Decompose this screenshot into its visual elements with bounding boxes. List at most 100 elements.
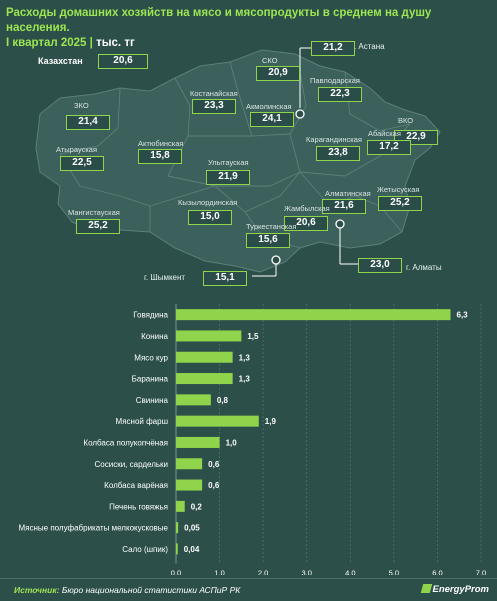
value-label: 0,04 <box>184 545 200 554</box>
category-label: Мясные полуфабрикаты мелкокусковые <box>18 524 168 533</box>
bar <box>176 309 451 321</box>
region-label-kyzylorda: Кызылординская <box>178 198 238 207</box>
value-label: 1,9 <box>265 417 277 426</box>
border-almaty <box>299 171 403 233</box>
category-label: Конина <box>141 332 168 341</box>
region-value-mangystau: 25,2 <box>76 219 120 234</box>
category-label: Печень говяжья <box>109 502 168 511</box>
region-value-pavlodar: 22,3 <box>318 87 362 102</box>
x-tick-label: 6,0 <box>432 569 442 575</box>
region-value-aktobe: 15,8 <box>138 149 182 164</box>
category-label: Мясной фарш <box>116 417 168 426</box>
region-label-astana: г. Астана <box>352 42 385 51</box>
value-label: 1,3 <box>239 353 251 362</box>
bar <box>176 543 178 555</box>
x-tick-label: 5,0 <box>389 569 399 575</box>
region-value-kyzylorda: 15,0 <box>188 210 232 225</box>
source-text: Бюро национальной статистики АСПиР РК <box>61 585 241 595</box>
region-value-akmola: 24,1 <box>250 112 294 127</box>
region-value-atyrau: 22,5 <box>60 156 104 171</box>
region-label-pavlodar: Павлодарская <box>310 76 360 85</box>
value-label: 1,5 <box>247 332 259 341</box>
bar <box>176 500 185 512</box>
meat-spending-bar-chart: 0,0 1,0 2,0 3,0 4,0 5,0 6,0 7,0 Говядина 6,3 Конин… <box>0 300 497 575</box>
title-line-1: Расходы домашних хозяйств на мясо и мясо… <box>6 7 432 34</box>
region-value-shymkent: 15,1 <box>203 271 247 286</box>
region-value-zko: 21,4 <box>66 115 110 130</box>
category-label: Мясо кур <box>134 353 168 362</box>
region-value-almaty-city: 23,0 <box>358 258 402 273</box>
x-tick-label: 0,0 <box>171 569 181 575</box>
bar <box>176 373 233 385</box>
source-label: Источник: <box>14 585 60 595</box>
region-label-vko: ВКО <box>398 116 414 125</box>
border-mangystau <box>59 153 151 232</box>
region-label-almaty-region: Алматинская <box>325 189 371 198</box>
title-period: I квартал 2025 <box>6 37 87 49</box>
region-label-akmola: Акмолинская <box>246 102 292 111</box>
region-value-sko: 20,9 <box>256 66 300 81</box>
source-note: Источник: Бюро национальной статистики А… <box>14 585 240 595</box>
category-label: Свинина <box>136 396 169 405</box>
category-label: Сало (шпик) <box>122 545 168 554</box>
astana-city-marker <box>295 109 305 119</box>
bar <box>176 394 211 406</box>
region-label-shymkent: г. Шымкент <box>144 273 186 282</box>
chart-title: Расходы домашних хозяйств на мясо и мясо… <box>6 6 486 51</box>
value-label: 1,3 <box>239 375 251 384</box>
value-label: 0,8 <box>217 396 229 405</box>
region-value-zhambyl: 20,6 <box>284 216 328 231</box>
border-akmola-pavlodar <box>289 71 307 135</box>
energyprom-logo: EnergyProm <box>420 584 490 595</box>
x-tick-label: 3,0 <box>301 569 311 575</box>
x-tick-label: 4,0 <box>345 569 355 575</box>
title-unit: тыс. тг <box>96 37 135 49</box>
category-label: Колбаса варёная <box>104 481 168 490</box>
region-label-ulytau: Улытауская <box>208 158 249 167</box>
category-label: Баранина <box>132 375 169 384</box>
region-label-almaty-city: г. Алматы <box>406 263 442 272</box>
bar <box>176 522 179 534</box>
logo-mark-icon <box>420 584 432 593</box>
region-label-turkestan: Туркестанская <box>246 222 297 231</box>
region-label-sko: СКО <box>262 56 278 65</box>
region-label-kostanay: Костанайская <box>190 89 238 98</box>
country-label: Казахстан <box>38 56 83 66</box>
region-value-zhetysu: 25,2 <box>378 196 422 211</box>
value-label: 0,05 <box>184 524 200 533</box>
category-label: Колбаса полукопчёная <box>83 438 168 447</box>
bar <box>176 415 259 427</box>
value-label: 1,0 <box>226 438 238 447</box>
region-value-turkestan: 15,6 <box>246 233 290 248</box>
logo-text: EnergyProm <box>432 584 490 595</box>
bar <box>176 436 220 448</box>
region-label-aktobe: Актюбинская <box>138 139 184 148</box>
bar <box>176 330 242 342</box>
value-label: 0,6 <box>208 481 220 490</box>
x-tick-label: 7,0 <box>476 569 486 575</box>
footer: Источник: Бюро национальной статистики А… <box>0 578 497 601</box>
region-value-astana: 21,2 <box>311 41 355 56</box>
x-tick-label: 2,0 <box>258 569 268 575</box>
region-label-zko: ЗКО <box>74 101 89 110</box>
region-label-abay: Абайская <box>368 129 401 138</box>
bar <box>176 351 233 363</box>
region-label-karaganda: Карагандинская <box>306 135 362 144</box>
region-label-zhetysu: Жетысуская <box>377 185 420 194</box>
border-kostanay-akmola <box>229 61 253 137</box>
category-label: Говядина <box>133 311 168 320</box>
bar <box>176 479 203 491</box>
shymkent-city-marker <box>271 255 281 265</box>
bar-chart-svg: 0,0 1,0 2,0 3,0 4,0 5,0 6,0 7,0 Говядина 6,3 Конин… <box>18 304 486 575</box>
bar <box>176 458 203 470</box>
value-label: 0,2 <box>191 502 203 511</box>
value-label: 0,6 <box>208 460 220 469</box>
region-value-ulytau: 21,9 <box>206 170 250 185</box>
region-label-zhambyl: Жамбылская <box>284 204 330 213</box>
region-value-almaty-region: 21,6 <box>322 199 366 214</box>
kazakhstan-map: Казахстан 20,6 г. Астана 21,2 СКО 20,9 П… <box>0 36 497 291</box>
title-line-2: I квартал 2025 | тыс. тг <box>6 37 135 49</box>
value-label: 6,3 <box>457 311 469 320</box>
region-value-kostanay: 23,3 <box>192 99 236 114</box>
region-value-karaganda: 23,8 <box>316 146 360 161</box>
